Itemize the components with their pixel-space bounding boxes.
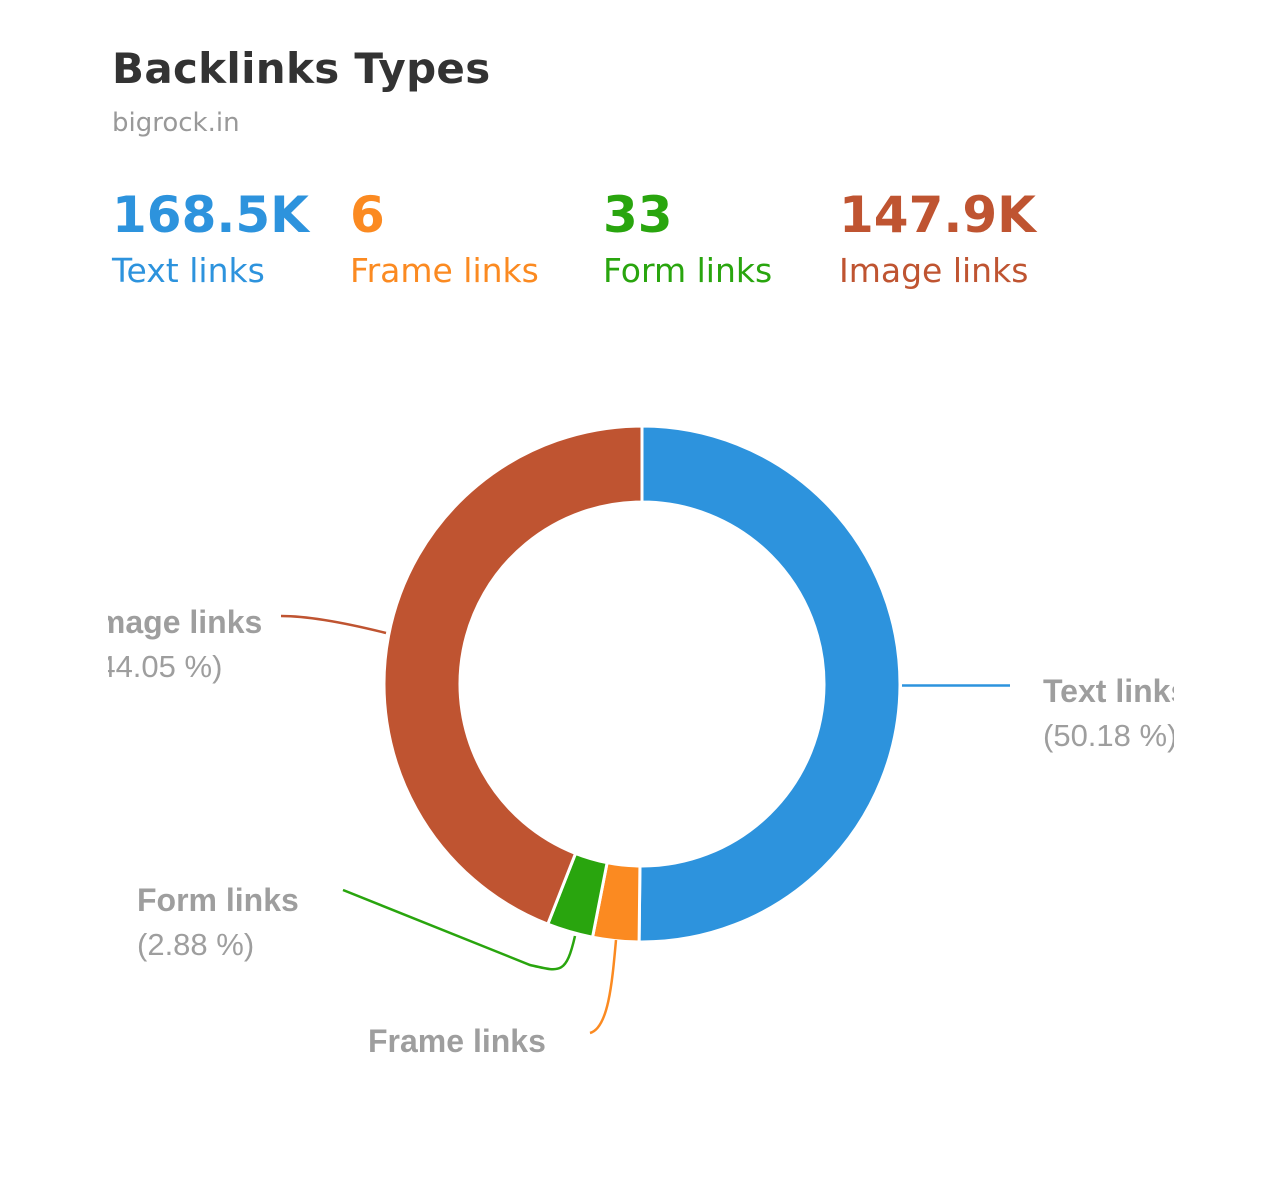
- stat-label: Text links: [112, 251, 265, 290]
- stat-label: Form links: [603, 251, 773, 290]
- slice-label-name: Form links: [137, 882, 299, 918]
- stat-label: Frame links: [350, 251, 539, 290]
- domain-subtitle: bigrock.in: [112, 108, 240, 138]
- slice-label-percent: (2.88 %): [137, 927, 254, 962]
- slice-text-links[interactable]: [637, 424, 902, 944]
- stat-value: 168.5K: [112, 186, 309, 244]
- connector-line: [280, 614, 387, 635]
- stat-value: 6: [350, 186, 385, 244]
- stat-form-links: 33 Form links: [603, 186, 772, 296]
- stat-image-links: 147.9K Image links: [839, 186, 1036, 296]
- donut-slices: [382, 424, 902, 944]
- slice-label-percent: (44.05 %): [88, 649, 222, 684]
- connector-line: [342, 888, 577, 971]
- slice-image-links[interactable]: [382, 424, 644, 926]
- slice-label-name: Image links: [88, 604, 262, 640]
- stat-frame-links: 6 Frame links: [350, 186, 539, 296]
- stat-value: 147.9K: [839, 186, 1036, 244]
- stat-text-links: 168.5K Text links: [112, 186, 309, 296]
- connector-line: [589, 939, 618, 1035]
- stat-value: 33: [603, 186, 673, 244]
- slice-label-percent: (50.18 %): [1043, 718, 1177, 753]
- stat-label: Image links: [839, 251, 1029, 290]
- slice-label-name: Text links: [1043, 673, 1188, 709]
- chart-title: Backlinks Types: [112, 44, 491, 93]
- slice-labels: Text links (50.18 %) Frame links Form links…: [88, 604, 1188, 1059]
- slice-label-name: Frame links: [368, 1023, 546, 1059]
